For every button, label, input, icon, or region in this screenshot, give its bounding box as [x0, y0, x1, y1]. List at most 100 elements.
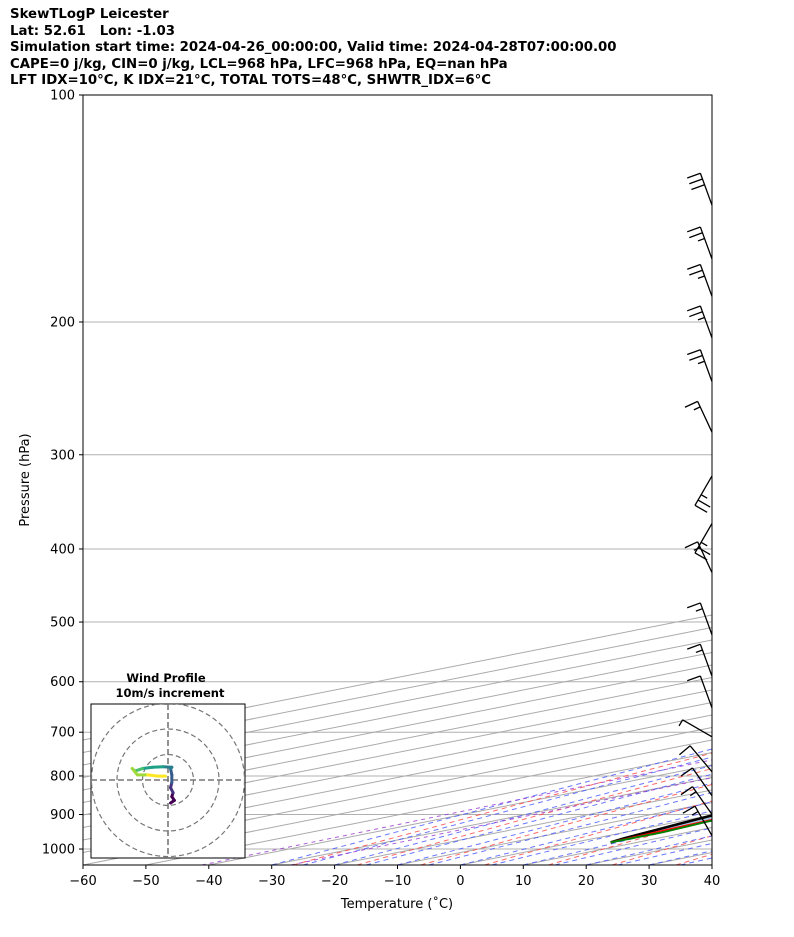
- moist-adiabat: [711, 864, 712, 865]
- wind-barb-staff: [682, 719, 713, 738]
- x-tick-label: −50: [132, 874, 159, 889]
- wind-barb-flag: [695, 649, 703, 654]
- wind-barb-flag: [686, 226, 701, 233]
- moist-adiabat: [460, 801, 712, 865]
- y-axis-label: Pressure (hPa): [18, 433, 33, 526]
- wind-barb-flag: [700, 541, 708, 547]
- title-line-indices-2: LFT IDX=10°C, K IDX=21°C, TOTAL TOTS=48°…: [10, 73, 492, 89]
- wind-barb: [686, 226, 713, 260]
- parcel-profile-line: [610, 814, 712, 844]
- wind-barb-flag: [686, 305, 701, 312]
- isotherm-line: [83, 689, 712, 816]
- wind-barb: [678, 719, 713, 738]
- isotherm-line: [83, 651, 712, 779]
- y-tick-label: 300: [50, 448, 75, 463]
- wind-barb-flag: [697, 360, 705, 365]
- y-tick-label: 200: [50, 315, 75, 330]
- isotherm-line: [83, 701, 712, 829]
- dry-adiabat: [420, 783, 712, 865]
- title-line-station: SkewTLogP Leicester: [10, 7, 169, 22]
- y-tick-label: 100: [50, 89, 75, 104]
- moist-adiabat: [365, 773, 712, 865]
- wind-barb: [686, 643, 713, 677]
- wind-barb: [680, 767, 713, 797]
- wind-barb-flag: [680, 786, 693, 796]
- wind-barb-flag: [700, 494, 708, 499]
- title-line-location: Lat: 52.61 Lon: -1.03: [10, 23, 176, 39]
- wind-barb-flag: [697, 547, 711, 556]
- wind-barb-flag: [691, 184, 705, 191]
- wind-barb: [682, 805, 713, 836]
- chart-header: SkewTLogP Leicester Lat: 52.61 Lon: -1.0…: [10, 7, 617, 90]
- wind-barb: [686, 305, 713, 339]
- hodograph-subtitle: 10m/s increment: [116, 686, 225, 700]
- dry-adiabat: [356, 768, 712, 865]
- wind-barb: [680, 786, 713, 815]
- wind-barbs: [678, 172, 713, 836]
- wind-barb: [684, 541, 713, 573]
- wind-barb-flag: [697, 316, 705, 321]
- mixing-ratio-line: [201, 759, 712, 865]
- wind-barb-staff: [699, 602, 713, 636]
- wind-barb-flag: [680, 767, 693, 777]
- wind-barb: [686, 675, 713, 709]
- dry-adiabat: [740, 95, 794, 865]
- wind-barb-staff: [699, 349, 713, 382]
- wind-barb-flag: [689, 354, 703, 361]
- x-tick-label: −40: [195, 874, 222, 889]
- wind-barb-flag: [678, 719, 684, 727]
- x-tick-label: −60: [69, 874, 96, 889]
- x-axis-ticks: −60 −50 −40 −30 −20 −10 0 10 20 30 40: [69, 865, 720, 889]
- isotherm-line: [775, 95, 794, 865]
- moist-adiabat: [271, 748, 712, 865]
- wind-barb-flag: [691, 810, 699, 816]
- x-tick-label: −10: [384, 874, 411, 889]
- wind-barb: [686, 263, 713, 297]
- wind-barb-flag: [686, 263, 701, 270]
- title-line-indices-1: CAPE=0 j/kg, CIN=0 j/kg, LCL=968 hPa, LF…: [10, 56, 508, 72]
- wind-barb-flag: [695, 608, 703, 612]
- wind-barb-flag: [679, 745, 691, 756]
- wind-barb: [684, 400, 713, 433]
- wind-barb: [686, 172, 713, 206]
- wind-barb-flag: [686, 602, 701, 609]
- wind-barb-flag: [684, 400, 698, 408]
- wind-barb-flag: [689, 269, 703, 276]
- wind-barb-flag: [689, 791, 697, 797]
- moist-adiabat: [334, 764, 712, 865]
- moist-adiabat: [428, 791, 712, 865]
- y-tick-label: 1000: [42, 843, 75, 858]
- wind-barb-staff: [699, 264, 713, 297]
- wind-barb-flag: [689, 232, 703, 239]
- wind-barb-staff: [699, 305, 713, 339]
- y-tick-label: 700: [50, 726, 75, 741]
- hodograph-segment: [146, 773, 160, 778]
- wind-barb-staff: [689, 745, 713, 773]
- x-tick-label: 10: [515, 874, 532, 889]
- wind-barb-flag: [697, 499, 711, 508]
- isotherm-line: [83, 714, 712, 841]
- y-tick-label: 600: [50, 675, 75, 690]
- wind-barb-flag: [686, 349, 701, 356]
- x-axis-label: Temperature (˚C): [340, 896, 453, 912]
- wind-barb-staff: [699, 675, 713, 709]
- x-tick-label: 20: [578, 874, 595, 889]
- wind-barb: [686, 602, 713, 636]
- hodograph-inset: Wind Profile 10m/s increment: [90, 671, 246, 859]
- hodograph-plot: [91, 704, 245, 858]
- profiles: [610, 814, 712, 844]
- wind-barb-flag: [684, 541, 698, 549]
- hodograph-segment: [141, 765, 155, 771]
- wind-barb-staff: [694, 805, 713, 836]
- y-tick-label: 400: [50, 542, 75, 557]
- wind-barb: [686, 349, 713, 382]
- wind-barb-flag: [689, 178, 703, 185]
- wind-barb-flag: [693, 546, 701, 551]
- wind-barb-flag: [689, 311, 703, 318]
- wind-barb-flag: [682, 805, 696, 814]
- moist-adiabat: [302, 756, 712, 865]
- x-tick-label: 30: [641, 874, 658, 889]
- wind-barb: [694, 475, 713, 513]
- x-tick-label: −20: [321, 874, 348, 889]
